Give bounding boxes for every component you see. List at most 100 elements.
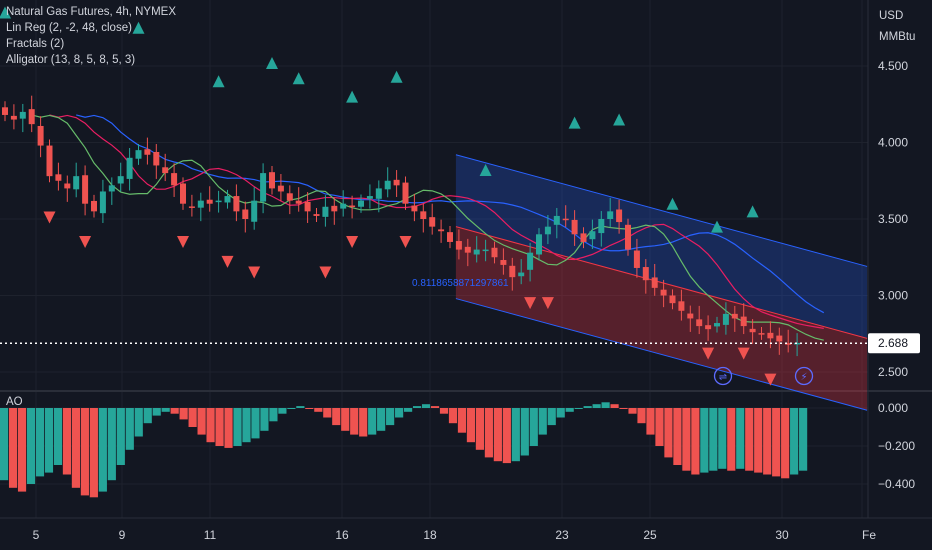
- fractal-down-marker: [319, 266, 332, 279]
- ao-bar: [583, 406, 592, 408]
- ao-bar: [53, 408, 63, 465]
- candle-body: [758, 333, 765, 335]
- ao-bar: [763, 408, 772, 475]
- candle-body: [331, 205, 338, 212]
- currency: USD: [879, 10, 904, 22]
- candle-body: [313, 214, 320, 216]
- ao-bar: [287, 408, 296, 409]
- ao-bar: [457, 408, 467, 433]
- fractal-down-marker: [541, 297, 554, 310]
- candle-body: [625, 224, 631, 250]
- ao-bar: [502, 408, 511, 464]
- candle-body: [705, 325, 712, 330]
- candle-body: [277, 185, 284, 192]
- dividend-event-icon[interactable]: [794, 366, 814, 386]
- ao-bar: [511, 408, 520, 462]
- candle-body: [571, 219, 578, 235]
- candle-body: [509, 265, 516, 278]
- ao-bar: [430, 406, 440, 408]
- candle-body: [10, 115, 17, 120]
- ao-bar: [17, 408, 27, 492]
- fractal-down-marker: [79, 235, 92, 248]
- candle-body: [785, 343, 792, 345]
- candle-body: [438, 229, 445, 232]
- candle-body: [153, 151, 160, 166]
- ao-bar: [799, 408, 808, 471]
- ao-bar: [448, 408, 458, 424]
- candle-body: [678, 301, 685, 311]
- alligator-jaw: [76, 114, 825, 314]
- ao-bar: [682, 408, 691, 471]
- candle-body: [322, 206, 329, 217]
- ao-bar: [395, 408, 404, 418]
- candle-body: [767, 332, 774, 339]
- candle-body: [269, 172, 275, 189]
- fractal-up-marker: [479, 164, 492, 177]
- candle-body: [19, 111, 26, 119]
- ao-bar: [781, 408, 790, 479]
- ao-tick-label: −0.400: [878, 477, 915, 491]
- candle-body: [117, 176, 124, 184]
- indicator-alligator[interactable]: Alligator (13, 8, 5, 8, 5, 3): [6, 54, 136, 66]
- ao-bar: [35, 408, 45, 477]
- candle-body: [242, 209, 249, 219]
- candle-body: [82, 175, 89, 204]
- ao-bar: [260, 408, 269, 431]
- indicator-fractals[interactable]: Fractals (2): [6, 38, 65, 50]
- candle-body: [491, 247, 498, 258]
- ao-bar: [314, 408, 323, 412]
- ao-bar: [242, 408, 251, 443]
- ao-pane-label[interactable]: AO: [6, 396, 23, 408]
- candle-body: [616, 209, 623, 223]
- ao-bar: [547, 408, 556, 426]
- ao-bar: [206, 408, 215, 443]
- current-price-badge[interactable]: [868, 333, 920, 354]
- lightning-icon: ⚡: [800, 372, 807, 383]
- candle-body: [660, 289, 667, 296]
- event-icons[interactable]: ⇌ ⚡: [713, 366, 814, 386]
- candle-body: [99, 191, 106, 214]
- ao-bar: [646, 408, 655, 435]
- ao-bar: [332, 408, 341, 426]
- fractal-up-marker: [212, 75, 225, 88]
- ao-bar: [673, 408, 682, 465]
- split-event-icon[interactable]: [713, 366, 733, 386]
- ao-bar: [80, 408, 89, 496]
- time-tick-label: 18: [423, 528, 437, 542]
- candle-body: [64, 183, 71, 189]
- candle-body: [197, 200, 204, 208]
- ao-bar: [0, 408, 9, 481]
- ao-bar: [98, 408, 107, 492]
- candle-body: [144, 149, 151, 155]
- candle-body: [714, 323, 720, 327]
- alligator-lines: [31, 114, 825, 341]
- linreg-lower-band: [455, 226, 868, 411]
- symbol-title[interactable]: Natural Gas Futures, 4h, NYMEX: [6, 6, 177, 18]
- ao-bar: [556, 408, 565, 418]
- candle-body: [135, 150, 142, 159]
- candle-body: [447, 232, 453, 242]
- ao-bar: [359, 408, 368, 437]
- candle-body: [633, 250, 640, 268]
- candle-body: [358, 200, 364, 207]
- ao-tick-label: 0.000: [878, 401, 908, 415]
- currency-label[interactable]: USD MMBtu: [879, 6, 915, 48]
- candle-body: [260, 173, 267, 202]
- ao-bar: [188, 408, 197, 427]
- ao-bar: [341, 408, 350, 431]
- candle-body: [776, 335, 783, 342]
- ao-bar: [538, 408, 547, 435]
- indicator-linreg[interactable]: Lin Reg (2, -2, 48, close): [6, 22, 132, 34]
- fractal-down-marker: [524, 297, 537, 310]
- candle-body: [749, 328, 756, 333]
- linreg-upper-band: [455, 154, 868, 339]
- candle-body: [598, 219, 605, 234]
- candle-body: [233, 196, 240, 212]
- candle-body: [580, 233, 587, 242]
- ao-bar: [44, 408, 54, 473]
- ao-histogram: [0, 402, 808, 498]
- alligator-teeth: [49, 114, 824, 329]
- ao-bar: [134, 408, 143, 437]
- price-tick-label: 3.500: [878, 212, 908, 226]
